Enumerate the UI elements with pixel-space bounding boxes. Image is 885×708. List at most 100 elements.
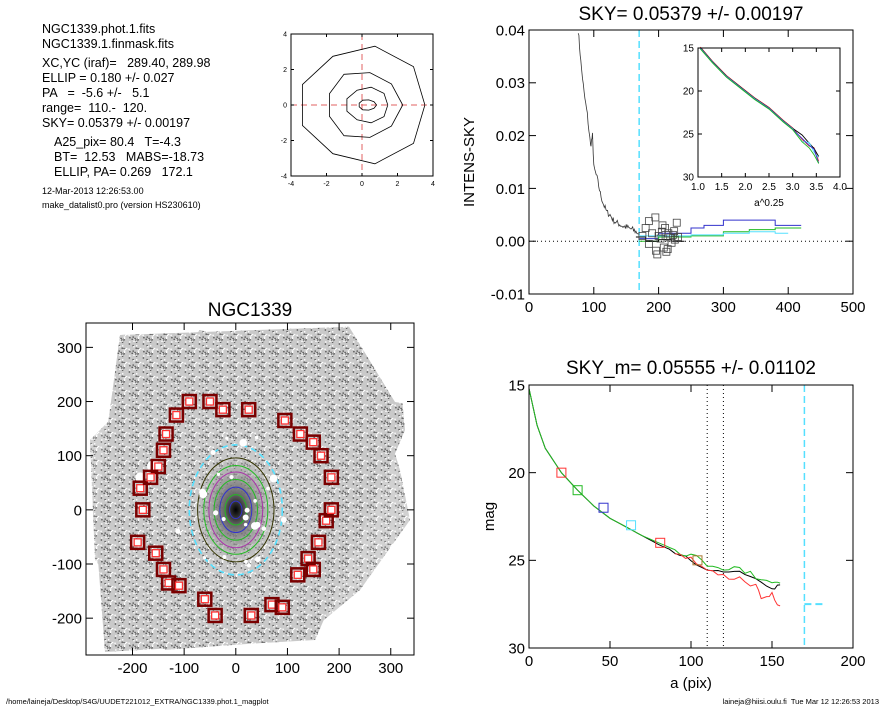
sky-box-inner (327, 473, 336, 482)
sky-box-inner (314, 538, 323, 547)
masked-star (243, 559, 248, 564)
field-blank (348, 323, 414, 405)
isophote-ellipse (208, 471, 264, 549)
image-ytick-label: -200 (52, 611, 82, 628)
sky-box-inner (164, 578, 173, 588)
sky-box-outer (158, 426, 174, 442)
sky-xtick-label: 500 (840, 299, 865, 316)
mag-ytick-label: 25 (508, 553, 525, 570)
masked-star (266, 486, 270, 491)
sky-sample-box (663, 245, 672, 254)
sky-ytick-label: 0.00 (496, 234, 525, 251)
sky-sample-box (644, 217, 653, 226)
sky-xtick-label: 400 (776, 299, 801, 316)
sky-box-outer (323, 502, 340, 518)
masked-star (255, 556, 261, 563)
sky-profile-line (577, 33, 639, 235)
sky-sample-box (648, 229, 657, 238)
mag-xtick-label: 0 (525, 653, 533, 670)
sky-box-outer (155, 442, 172, 459)
info-line: PA = -5.6 +/- 5.1 (42, 86, 150, 100)
mag-series-line (528, 388, 781, 590)
mag-series-line (528, 388, 781, 584)
sky-box-inner (138, 505, 147, 515)
masked-star (225, 436, 229, 440)
sky-sample-box (651, 213, 660, 222)
sky-xtick-label: 100 (581, 299, 606, 316)
sky-xtick-label: 200 (646, 299, 671, 316)
sky-box-outer (313, 447, 329, 464)
sky-xtick-label: 300 (711, 299, 736, 316)
sky-series-line (639, 231, 789, 237)
sky-box-outer (202, 393, 218, 410)
sky-box-outer (243, 607, 260, 624)
sky-box-outer (310, 534, 327, 551)
sky-box-inner (267, 600, 277, 609)
sky-box-outer (300, 550, 316, 567)
mag-xtick-label: 200 (840, 653, 865, 670)
sky-box-inner (161, 429, 171, 439)
mag-marker-box (556, 467, 567, 478)
sky-box-inner (296, 429, 305, 439)
contour-line (358, 99, 377, 111)
sky-box-outer (215, 401, 231, 418)
info-line: range= 110.- 120. (42, 101, 148, 115)
masked-star (243, 522, 248, 527)
sky-frame (528, 29, 854, 295)
mag-marker-box (626, 520, 637, 531)
contour-xtick-label: -2 (323, 181, 329, 188)
sky-box-inner (172, 410, 181, 420)
sky-box-inner (309, 438, 318, 447)
sky-box-inner (280, 416, 290, 425)
sky-box-inner (205, 397, 215, 406)
sky-box-inner (316, 451, 326, 460)
inset-background (698, 48, 840, 177)
sky-box-inner (185, 397, 194, 406)
mag-ytick-label: 30 (508, 640, 525, 657)
sky-box-inner (309, 565, 318, 574)
sky-box-outer (135, 502, 151, 518)
image-ytick-label: 0 (74, 502, 82, 519)
sky-box-outer (197, 591, 213, 607)
image-xtick-label: 200 (327, 660, 352, 677)
isophote-ellipse (213, 479, 258, 541)
sky-sample-box (658, 221, 667, 230)
contour-ytick-label: -2 (281, 138, 287, 145)
sky-box-inner (174, 581, 184, 590)
mag-ytick-label: 20 (508, 465, 525, 482)
info-date: 12-Mar-2013 12:26:53.00 (42, 186, 144, 196)
sky-box-outer (147, 545, 164, 561)
info-panel: NGC1339.phot.1.fits NGC1339.1.finmask.fi… (42, 22, 211, 212)
image-frame (85, 322, 415, 656)
mag-xtick-label: 150 (759, 653, 784, 670)
masked-star (269, 474, 278, 483)
sky-sample-box (641, 224, 650, 232)
sky-box-outer (292, 426, 309, 442)
masked-star (239, 439, 247, 447)
contour-ytick-label: 2 (283, 67, 287, 74)
inset-ytick-label: 25 (683, 130, 695, 141)
sky-box-outer (171, 577, 187, 594)
inset-xtick-label: 2.5 (762, 182, 776, 193)
sky-ytick-label: 0.01 (496, 181, 525, 198)
info-line: ELLIP, PA= 0.269 172.1 (54, 165, 193, 179)
contour-line (328, 72, 404, 138)
inset-xlabel: a^0.25 (754, 198, 784, 209)
contour-ytick-label: 4 (283, 32, 287, 39)
image-xtick-label: -200 (117, 660, 147, 677)
sky-box-inner (247, 611, 256, 620)
sky-sample-box (664, 229, 673, 238)
sky-box-outer (323, 469, 340, 486)
masked-star (246, 563, 252, 568)
isophote-ellipse (229, 500, 243, 520)
sky-box-inner (200, 595, 209, 604)
masked-star (213, 510, 219, 516)
masked-star (359, 615, 376, 632)
sky-box-inner (159, 565, 168, 574)
contour-xtick-label: -4 (288, 181, 294, 188)
masked-star (175, 528, 181, 534)
sky-sample-box (670, 227, 679, 236)
sky-box-inner (159, 446, 168, 455)
sky-box-outer (305, 561, 322, 578)
info-line: XC,YC (iraf)= 289.40, 289.98 (42, 56, 211, 70)
